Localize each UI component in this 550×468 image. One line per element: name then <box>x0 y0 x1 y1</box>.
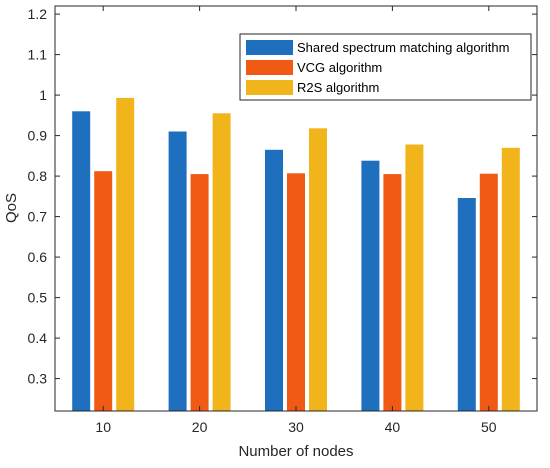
y-tick-label-8: 1.1 <box>28 47 48 63</box>
legend-swatch-1 <box>246 40 293 55</box>
bar-series-2-10 <box>94 171 113 411</box>
y-tick-label-5: 0.8 <box>28 168 48 184</box>
bar-series-1-10 <box>72 111 91 412</box>
bar-series-1-40 <box>361 160 380 411</box>
y-tick-label-6: 0.9 <box>28 128 48 144</box>
legend-label-3: R2S algorithm <box>297 80 379 95</box>
x-tick-label-10: 10 <box>95 419 111 435</box>
bar-series-1-50 <box>457 198 476 411</box>
y-tick-label-4: 0.7 <box>28 209 48 225</box>
bar-series-3-30 <box>309 128 327 412</box>
x-axis-label: Number of nodes <box>238 443 353 460</box>
legend-swatch-3 <box>246 80 293 95</box>
bar-series-2-40 <box>383 174 402 411</box>
bar-series-1-20 <box>168 131 187 411</box>
y-tick-label-3: 0.6 <box>28 249 48 265</box>
legend: Shared spectrum matching algorithm VCG al… <box>239 33 532 101</box>
bar-series-2-50 <box>479 173 498 411</box>
bar-series-2-20 <box>190 174 209 411</box>
bar-series-3-40 <box>405 144 424 411</box>
x-tick-label-20: 20 <box>192 419 208 435</box>
y-tick-label-9: 1.2 <box>28 6 48 22</box>
x-tick-label-40: 40 <box>385 419 401 435</box>
y-tick-label-1: 0.4 <box>28 330 48 346</box>
bars-layer <box>72 97 520 412</box>
y-tick-label-0: 0.3 <box>28 371 48 387</box>
bar-series-2-30 <box>287 173 305 411</box>
y-tick-label-7: 1 <box>39 87 47 103</box>
ticks-layer: 10 20 30 40 50 0.3 0.4 0.5 0.6 0.7 0.8 0.9 1 1.1 1.2 <box>28 6 537 435</box>
y-tick-label-2: 0.5 <box>28 290 48 306</box>
bar-series-3-10 <box>116 97 135 412</box>
x-tick-label-30: 30 <box>288 419 304 435</box>
legend-label-2: VCG algorithm <box>297 60 382 75</box>
legend-label-1: Shared spectrum matching algorithm <box>297 40 509 55</box>
bar-series-1-30 <box>265 149 283 412</box>
bar-series-3-50 <box>501 147 520 412</box>
legend-swatch-2 <box>246 60 293 75</box>
x-tick-label-50: 50 <box>481 419 497 435</box>
y-axis-label: QoS <box>3 193 20 223</box>
bar-series-3-20 <box>212 113 231 412</box>
